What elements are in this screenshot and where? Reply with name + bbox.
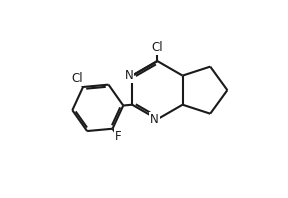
Text: Cl: Cl bbox=[71, 72, 83, 85]
Text: N: N bbox=[125, 69, 133, 82]
Text: Cl: Cl bbox=[151, 41, 163, 54]
Text: F: F bbox=[115, 130, 122, 143]
Text: N: N bbox=[150, 113, 159, 126]
